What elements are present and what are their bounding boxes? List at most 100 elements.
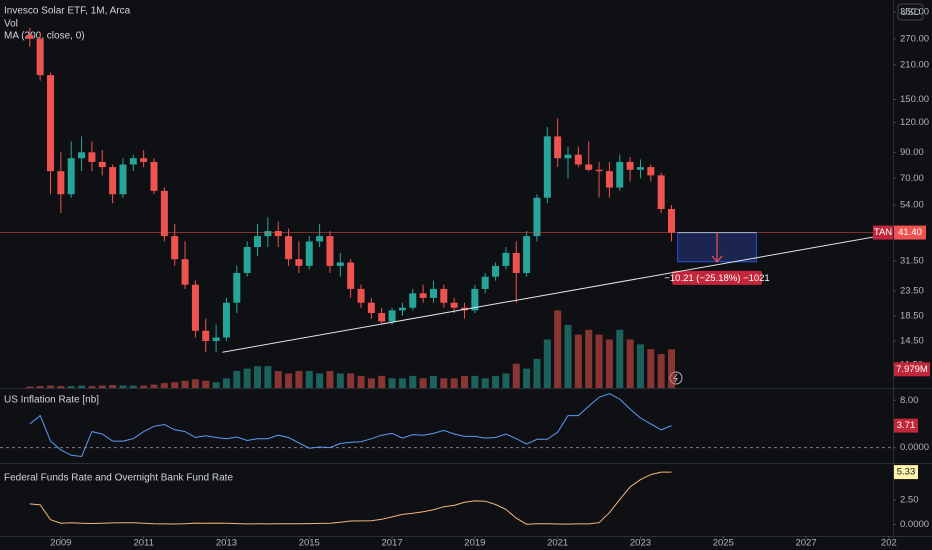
volume-bar <box>36 386 44 388</box>
candle-body <box>26 35 34 39</box>
y-tick-label: 350.00 <box>900 6 929 17</box>
x-tick-label: 2027 <box>795 538 816 549</box>
volume-bar <box>502 373 510 388</box>
volume-bar <box>574 334 582 388</box>
volume-last-label: 7.979M <box>896 364 928 375</box>
volume-bar <box>264 366 272 388</box>
candle-body <box>398 307 406 311</box>
position-label-bg <box>672 270 763 285</box>
candle-body <box>574 154 582 165</box>
volume-bar <box>554 310 562 388</box>
target-arrow <box>711 232 723 263</box>
pane-title: US Inflation Rate [nb] <box>4 395 99 406</box>
volume-bar <box>533 358 541 388</box>
candle-body <box>388 310 396 322</box>
y-tick-label: 8.00 <box>900 395 919 406</box>
y-tick-label: 120.00 <box>900 117 929 128</box>
candle-body <box>254 236 262 248</box>
last-price-label: 41.40 <box>898 227 922 238</box>
candle-body <box>657 175 665 210</box>
volume-bar <box>233 371 241 388</box>
x-tick-label: 202 <box>881 538 897 549</box>
volume-bar <box>512 363 520 388</box>
candle-body <box>150 161 158 191</box>
volume-bar <box>595 334 603 388</box>
candle-body <box>668 209 676 233</box>
candle-body <box>440 288 448 303</box>
volume-bar <box>378 375 386 388</box>
volume-bar <box>647 349 655 388</box>
candle-body <box>233 272 241 303</box>
candle-body <box>160 190 168 237</box>
candle-body <box>202 330 210 341</box>
candle-body <box>285 236 293 260</box>
y-tick-label: 90.00 <box>900 147 924 158</box>
volume-bar <box>543 339 551 388</box>
volume-bar <box>668 349 676 388</box>
y-tick-label: 14.50 <box>900 336 924 347</box>
pane-title: Federal Funds Rate and Overnight Bank Fu… <box>4 473 233 484</box>
volume-bar <box>461 375 469 388</box>
candle-body <box>471 288 479 311</box>
volume-bar <box>191 379 199 388</box>
volume-bar <box>305 371 313 388</box>
candle-body <box>57 171 65 195</box>
last-price-bg <box>894 225 926 240</box>
x-tick-label: 2025 <box>713 538 734 549</box>
candle-body <box>336 262 344 266</box>
y-tick-label: 70.00 <box>900 173 924 184</box>
candle-body <box>357 288 365 303</box>
candle-body <box>492 265 500 277</box>
volume-bar <box>243 368 251 388</box>
volume-bar <box>336 373 344 388</box>
last-value-bg <box>894 418 918 433</box>
currency[interactable]: USD <box>900 7 920 18</box>
candle-body <box>305 241 313 266</box>
candle-body <box>347 262 355 289</box>
candle-body <box>191 284 199 331</box>
y-tick-label: 0.0000 <box>900 442 929 453</box>
candle-body <box>98 161 106 168</box>
volume-bar <box>295 371 303 388</box>
y-tick-label: 23.50 <box>900 286 924 297</box>
trend-line <box>222 233 894 353</box>
symbol-title: Invesco Solar ETF, 1M, Arca <box>4 6 131 17</box>
x-tick-label: 2019 <box>464 538 485 549</box>
candle-body <box>36 38 44 76</box>
candle-body <box>429 288 437 298</box>
volume-bar <box>212 382 220 388</box>
volume-bar <box>119 385 127 388</box>
candle-body <box>533 197 541 237</box>
candle-body <box>554 136 562 159</box>
volume-bar <box>626 339 634 388</box>
candle-body <box>109 167 117 195</box>
volume-bar <box>564 324 572 388</box>
y-tick-label: 270.00 <box>900 33 929 44</box>
candle-body <box>523 236 531 273</box>
candle-body <box>616 161 624 188</box>
candle-body <box>502 252 510 266</box>
volume-bar <box>88 386 96 388</box>
candle-body <box>367 302 375 314</box>
candle-body <box>409 293 417 308</box>
volume-bar <box>129 385 137 388</box>
volume-bar <box>109 385 117 388</box>
candle-body <box>78 152 86 159</box>
candle-body <box>564 154 572 159</box>
volume-bar <box>657 354 665 388</box>
candle-body <box>605 171 613 188</box>
candle-body <box>140 158 148 162</box>
candle-body <box>326 236 334 266</box>
candle-body <box>450 302 458 308</box>
indicator-label: MA (200, close, 0) <box>4 31 85 42</box>
candle-body <box>512 252 520 273</box>
candle-body <box>129 158 137 165</box>
currency-button[interactable] <box>897 3 924 21</box>
x-tick-label: 2015 <box>299 538 320 549</box>
volume-bar <box>471 375 479 388</box>
candle-body <box>274 231 282 237</box>
volume-bar <box>419 378 427 388</box>
candle-body <box>67 158 75 195</box>
